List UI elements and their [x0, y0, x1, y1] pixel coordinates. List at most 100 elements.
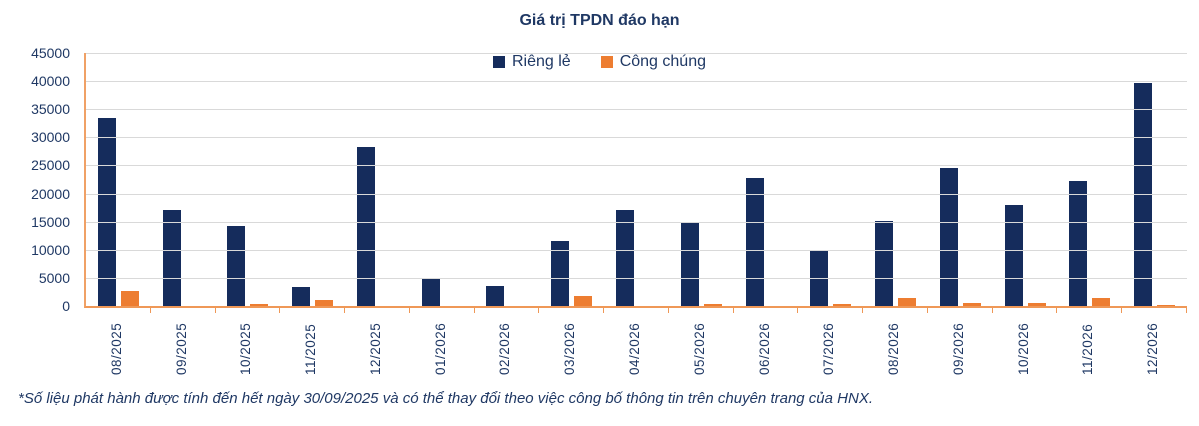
gridline	[86, 277, 1187, 279]
bar-rieng-le-04-2026	[616, 210, 634, 306]
x-axis-tick	[667, 308, 669, 313]
x-slot-10-2026: 10/2026	[991, 313, 1056, 375]
bar-group-12-2026	[1122, 53, 1188, 313]
bar-groups	[86, 53, 1188, 313]
bar-group-02-2026	[475, 53, 540, 313]
bar-cong-chung-11-2026	[1092, 297, 1111, 306]
bar-rieng-le-09-2026	[939, 167, 958, 306]
legend-label-rieng-le: Riêng lẻ	[512, 53, 571, 70]
x-axis-label: 07/2026	[821, 322, 837, 375]
legend-item-cong-chung: Công chúng	[600, 53, 706, 71]
x-axis-label: 09/2025	[173, 322, 189, 375]
x-axis-tick	[279, 308, 281, 313]
bar-group-05-2026	[669, 53, 734, 313]
y-axis-label: 15000	[31, 213, 70, 230]
legend-item-rieng-le: Riêng lẻ	[493, 53, 571, 71]
bar-rieng-le-11-2025	[292, 286, 311, 306]
y-axis-label: 25000	[31, 157, 70, 174]
bar-rieng-le-08-2026	[875, 220, 894, 306]
bar-group-10-2025	[216, 53, 281, 313]
x-slot-06-2026: 06/2026	[732, 313, 797, 375]
bar-rieng-le-08-2025	[97, 117, 116, 306]
bar-rieng-le-12-2025	[356, 147, 375, 306]
bar-group-10-2026	[993, 53, 1058, 313]
legend-swatch-rieng-le	[493, 56, 505, 68]
bar-rieng-le-10-2025	[227, 225, 246, 306]
x-axis-label: 10/2026	[1015, 322, 1031, 375]
x-axis-label: 04/2026	[627, 322, 642, 375]
gridline	[86, 221, 1187, 223]
x-slot-04-2026: 04/2026	[602, 313, 667, 375]
y-axis-label: 0	[62, 298, 70, 314]
gridline	[86, 137, 1187, 139]
x-axis-label: 12/2025	[367, 322, 383, 375]
y-axis-label: 45000	[31, 45, 70, 61]
chart-footnote: *Số liệu phát hành được tính đến hết ngà…	[18, 390, 873, 407]
y-axis-label: 30000	[31, 129, 70, 146]
gridline	[86, 193, 1187, 195]
bar-rieng-le-12-2026	[1134, 83, 1153, 306]
x-axis-label: 09/2026	[950, 322, 966, 375]
x-axis-tick	[538, 308, 540, 313]
bar-group-09-2026	[928, 53, 993, 313]
x-axis-tick	[603, 308, 605, 313]
x-axis-label: 11/2025	[303, 323, 319, 375]
bar-cong-chung-05-2026	[703, 304, 722, 306]
bar-cong-chung-03-2026	[574, 295, 593, 306]
y-axis-label: 40000	[31, 73, 70, 90]
bar-group-08-2026	[863, 53, 928, 313]
x-slot-12-2025: 12/2025	[343, 313, 408, 375]
gridline	[86, 109, 1187, 111]
bar-cong-chung-08-2025	[120, 290, 139, 306]
x-axis-label: 06/2026	[756, 322, 772, 375]
x-axis-label: 01/2026	[432, 322, 448, 375]
bar-group-11-2026	[1057, 53, 1123, 313]
x-slot-08-2026: 08/2026	[861, 313, 926, 375]
bar-cong-chung-10-2026	[1027, 303, 1046, 306]
x-axis-label: 11/2026	[1080, 323, 1096, 375]
x-slot-10-2025: 10/2025	[214, 313, 279, 375]
x-axis-tick	[732, 308, 734, 313]
bar-cong-chung-08-2026	[898, 297, 917, 306]
x-axis-tick	[408, 308, 410, 313]
bar-group-09-2025	[151, 53, 216, 313]
x-axis-tick	[1056, 308, 1058, 313]
chart-legend: Riêng lẻ Công chúng	[0, 53, 1199, 71]
chart-title: Giá trị TPDN đáo hạn	[519, 12, 680, 29]
x-axis: 08/2025 09/2025 10/2025 11/2025 12/2025 01/20…	[84, 313, 1185, 375]
legend-swatch-cong-chung	[600, 56, 613, 68]
y-axis-label: 35000	[31, 101, 70, 118]
x-slot-07-2026: 07/2026	[796, 313, 861, 375]
bar-cong-chung-10-2025	[250, 303, 269, 306]
x-slot-08-2025: 08/2025	[84, 313, 149, 375]
x-axis-tick	[344, 308, 346, 313]
gridline	[86, 165, 1187, 167]
x-axis-label: 03/2026	[562, 322, 578, 375]
x-axis-tick	[214, 308, 216, 313]
bar-rieng-le-05-2026	[680, 221, 699, 306]
y-axis-label: 20000	[31, 185, 70, 202]
bar-rieng-le-06-2026	[745, 177, 764, 306]
bar-cong-chung-07-2026	[833, 304, 852, 306]
x-slot-11-2026: 11/2026	[1055, 313, 1120, 375]
x-axis-tick	[1186, 308, 1188, 313]
bar-cong-chung-11-2025	[315, 300, 334, 306]
x-axis-tick	[473, 308, 475, 313]
bar-group-03-2026	[539, 53, 605, 313]
x-axis-label: 05/2026	[691, 322, 707, 375]
bar-rieng-le-01-2026	[421, 278, 440, 306]
x-slot-03-2026: 03/2026	[537, 313, 602, 375]
x-axis-tick	[991, 308, 993, 313]
bar-group-12-2025	[345, 53, 410, 313]
x-slot-11-2025: 11/2025	[278, 313, 343, 375]
x-axis-label: 12/2026	[1145, 322, 1161, 375]
x-slot-01-2026: 01/2026	[408, 313, 473, 375]
x-slot-09-2026: 09/2026	[926, 313, 991, 375]
plot-area	[84, 53, 1188, 313]
bar-rieng-le-10-2026	[1004, 204, 1023, 306]
bar-rieng-le-02-2026	[486, 286, 505, 306]
x-axis-label: 08/2025	[108, 322, 124, 375]
bar-rieng-le-11-2026	[1069, 180, 1088, 306]
x-axis-label: 02/2026	[497, 322, 513, 375]
